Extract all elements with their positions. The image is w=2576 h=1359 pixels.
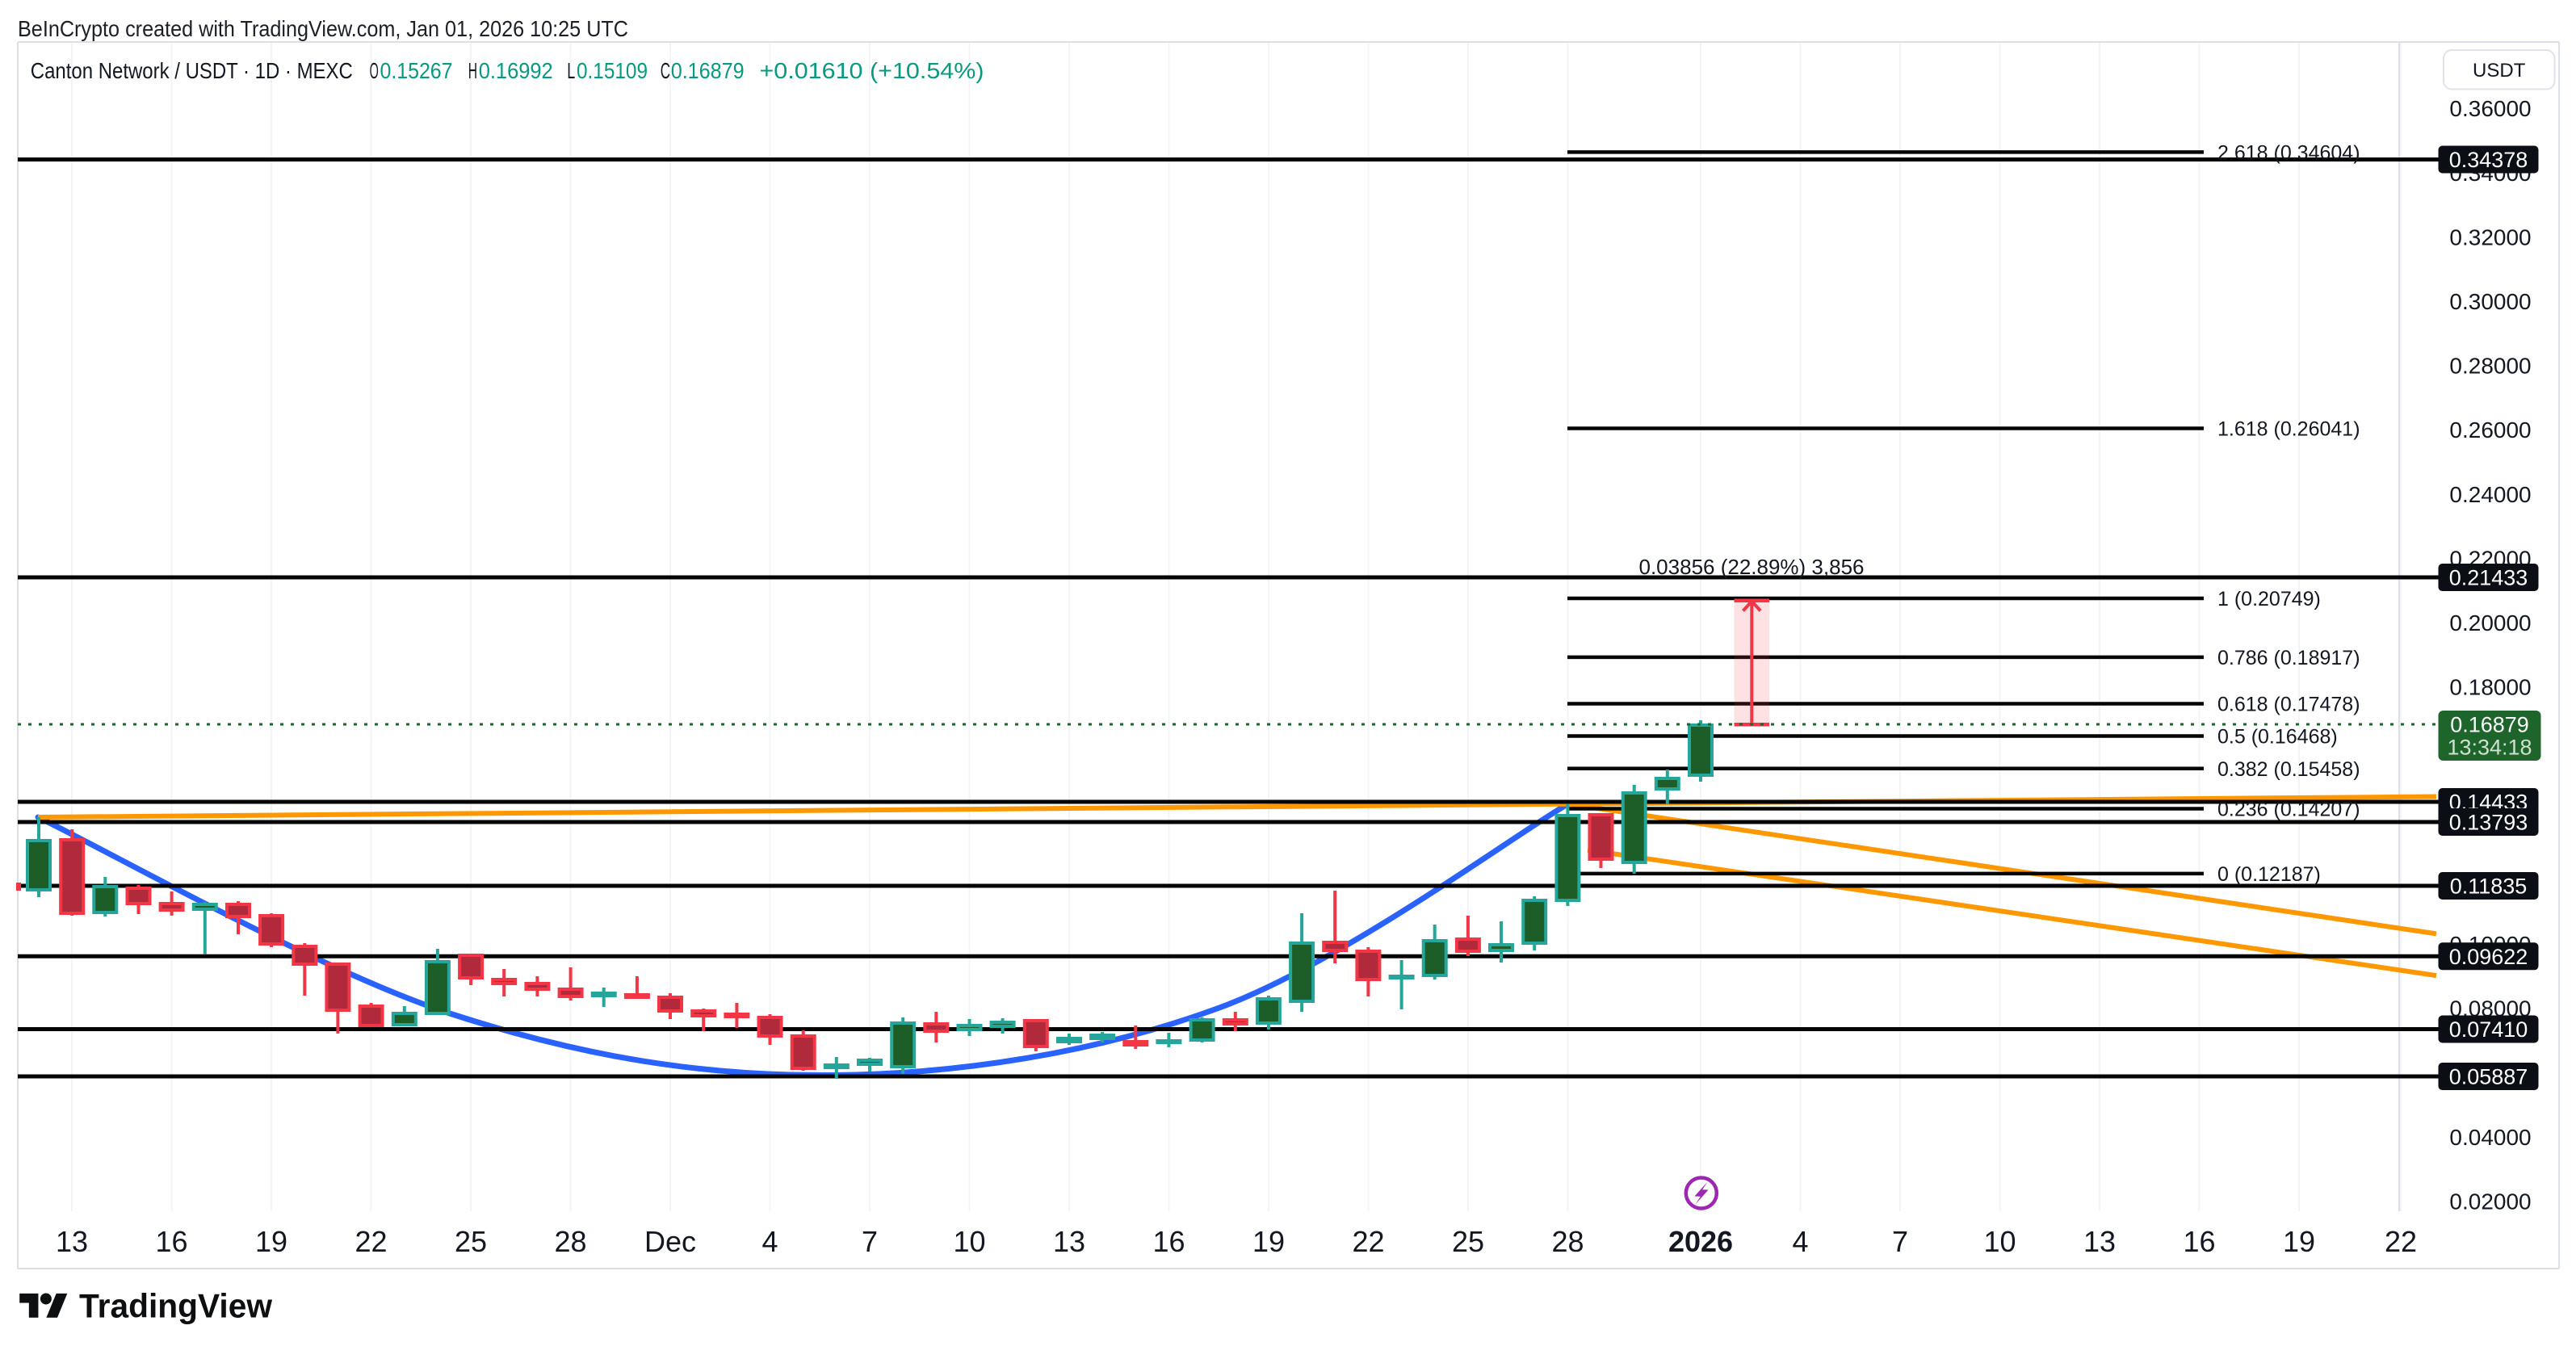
svg-text:13: 13: [56, 1225, 88, 1258]
svg-text:0.24000: 0.24000: [2449, 482, 2531, 507]
svg-text:0.15109: 0.15109: [577, 58, 648, 83]
svg-text:0.02000: 0.02000: [2449, 1189, 2531, 1214]
svg-text:0.26000: 0.26000: [2449, 417, 2531, 443]
svg-text:1.618 (0.26041): 1.618 (0.26041): [2217, 418, 2360, 441]
svg-text:25: 25: [455, 1225, 487, 1258]
svg-text:19: 19: [2283, 1225, 2315, 1258]
svg-text:0.04000: 0.04000: [2449, 1125, 2531, 1150]
svg-text:BeInCrypto created with Tradin: BeInCrypto created with TradingView.com,…: [18, 16, 628, 41]
svg-text:0.28000: 0.28000: [2449, 354, 2531, 379]
svg-text:+0.01610 (+10.54%): +0.01610 (+10.54%): [760, 58, 984, 83]
svg-text:7: 7: [862, 1225, 878, 1258]
svg-text:0.15267: 0.15267: [380, 58, 453, 83]
svg-text:C: C: [661, 58, 670, 83]
svg-text:0.05887: 0.05887: [2449, 1065, 2528, 1089]
svg-text:10: 10: [1983, 1225, 2016, 1258]
svg-text:0.18000: 0.18000: [2449, 675, 2531, 700]
svg-text:0.34378: 0.34378: [2449, 148, 2528, 172]
svg-text:0.236 (0.14207): 0.236 (0.14207): [2217, 799, 2360, 821]
svg-text:0.30000: 0.30000: [2449, 289, 2531, 314]
svg-text:13:34:18: 13:34:18: [2447, 736, 2532, 760]
svg-text:16: 16: [2183, 1225, 2215, 1258]
svg-text:13: 13: [1053, 1225, 1085, 1258]
svg-text:0.5 (0.16468): 0.5 (0.16468): [2217, 726, 2338, 749]
svg-text:2026: 2026: [1668, 1225, 1733, 1258]
svg-text:0.618 (0.17478): 0.618 (0.17478): [2217, 694, 2360, 716]
svg-text:O: O: [370, 58, 379, 83]
svg-text:USDT: USDT: [2473, 60, 2526, 82]
svg-text:16: 16: [155, 1225, 187, 1258]
svg-text:4: 4: [1792, 1225, 1808, 1258]
svg-text:2.618 (0.34604): 2.618 (0.34604): [2217, 141, 2360, 164]
svg-text:13: 13: [2083, 1225, 2116, 1258]
svg-text:7: 7: [1892, 1225, 1908, 1258]
svg-text:19: 19: [1252, 1225, 1285, 1258]
svg-text:0.13793: 0.13793: [2449, 811, 2528, 835]
svg-text:0.16879: 0.16879: [671, 58, 745, 83]
svg-text:22: 22: [2385, 1225, 2417, 1258]
svg-text:19: 19: [255, 1225, 287, 1258]
svg-text:0.786 (0.18917): 0.786 (0.18917): [2217, 647, 2360, 669]
svg-text:0.16879: 0.16879: [2450, 713, 2529, 737]
svg-text:16: 16: [1152, 1225, 1185, 1258]
svg-text:Canton Network / USDT · 1D · M: Canton Network / USDT · 1D · MEXC: [31, 58, 353, 83]
svg-text:25: 25: [1452, 1225, 1484, 1258]
svg-text:0.382 (0.15458): 0.382 (0.15458): [2217, 758, 2360, 781]
svg-text:0.09622: 0.09622: [2449, 945, 2528, 969]
svg-text:TradingView: TradingView: [79, 1287, 272, 1325]
svg-text:28: 28: [554, 1225, 586, 1258]
svg-text:L: L: [567, 58, 575, 83]
svg-text:Dec: Dec: [644, 1225, 696, 1258]
svg-text:4: 4: [761, 1225, 778, 1258]
svg-text:22: 22: [1352, 1225, 1384, 1258]
svg-text:0.07410: 0.07410: [2449, 1017, 2528, 1042]
svg-text:0.11835: 0.11835: [2450, 875, 2528, 899]
svg-text:0 (0.12187): 0 (0.12187): [2217, 863, 2321, 886]
svg-text:1 (0.20749): 1 (0.20749): [2217, 588, 2321, 610]
svg-text:22: 22: [355, 1225, 387, 1258]
svg-text:10: 10: [953, 1225, 985, 1258]
svg-text:0.36000: 0.36000: [2449, 96, 2531, 121]
svg-text:0.16992: 0.16992: [479, 58, 553, 83]
svg-text:0.32000: 0.32000: [2449, 224, 2531, 250]
svg-text:0.03856 (22.89%) 3,856: 0.03856 (22.89%) 3,856: [1639, 555, 1865, 579]
svg-text:0.21433: 0.21433: [2449, 566, 2528, 590]
svg-text:28: 28: [1551, 1225, 1584, 1258]
svg-text:H: H: [468, 58, 477, 83]
svg-text:0.20000: 0.20000: [2449, 610, 2531, 635]
